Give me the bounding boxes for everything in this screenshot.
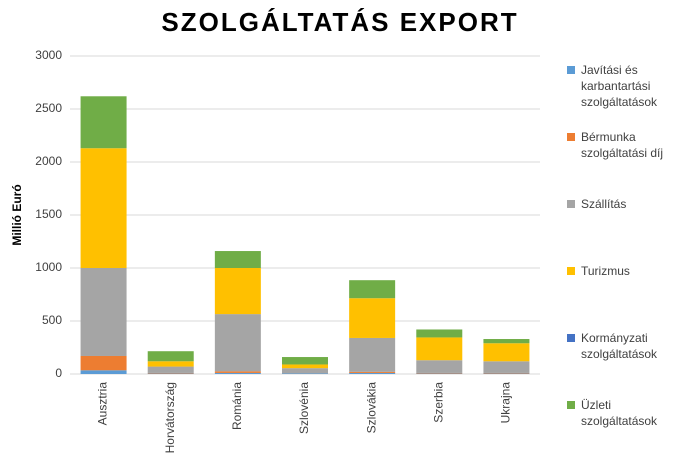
legend-label: Javítási és karbantartási szolgáltatások	[581, 63, 658, 109]
bar-segment	[416, 373, 463, 374]
bar-segment	[214, 371, 261, 373]
bar-segment	[349, 372, 396, 374]
bar-segment	[282, 357, 328, 365]
legend-swatch	[567, 334, 575, 342]
bar-segment	[147, 366, 194, 373]
bar-segment	[282, 368, 328, 374]
bar-segment	[80, 370, 127, 374]
y-tick-label: 1000	[35, 260, 62, 274]
bar-segment	[214, 372, 261, 374]
legend-entry: Üzleti szolgáltatások	[567, 397, 679, 429]
bar-segment	[282, 364, 328, 369]
legend-entry: Bérmunka szolgáltatási díj	[567, 129, 679, 161]
x-tick-label: Románia	[230, 382, 244, 430]
legend-swatch	[567, 66, 575, 74]
bar-segment	[416, 337, 463, 361]
y-tick-label: 2000	[35, 154, 62, 168]
x-tick-label: Szlovénia	[297, 382, 311, 434]
legend-entry: Turizmus	[567, 263, 679, 279]
bar-segment	[147, 351, 194, 362]
legend-label: Szállítás	[581, 197, 627, 211]
legend-label: Bérmunka szolgáltatási díj	[581, 130, 664, 160]
bar-segment	[483, 373, 530, 374]
bar-segment	[416, 329, 463, 338]
legend-label: Turizmus	[581, 264, 630, 278]
y-tick-label: 3000	[35, 48, 62, 62]
y-axis-label: Millió Euró	[10, 184, 24, 245]
x-tick-label: Ausztria	[96, 382, 110, 426]
y-tick-label: 1500	[35, 207, 62, 221]
legend-entry: Szállítás	[567, 196, 679, 212]
bar-segment	[483, 343, 530, 362]
bar-segment	[349, 371, 396, 373]
bar-segment	[147, 373, 194, 374]
bar-segment	[349, 298, 396, 338]
legend-entry: Kormányzati szolgáltatások	[567, 330, 679, 362]
bar-segment	[282, 373, 328, 374]
bar-segment	[214, 314, 261, 372]
legend-label: Kormányzati szolgáltatások	[581, 331, 658, 361]
bar-segment	[80, 148, 127, 268]
y-tick-label: 500	[42, 313, 62, 327]
y-tick-label: 0	[55, 366, 62, 380]
legend-swatch	[567, 133, 575, 141]
bar-segment	[483, 339, 530, 344]
bar-segment	[349, 337, 396, 372]
x-tick-label: Horvátország	[163, 382, 177, 453]
bar-segment	[483, 372, 530, 374]
legend-swatch	[567, 401, 575, 409]
legend-swatch	[567, 200, 575, 208]
x-tick-label: Szlovákia	[364, 382, 378, 434]
bar-segment	[416, 360, 463, 373]
bar-segment	[416, 372, 463, 374]
bar-segment	[147, 372, 194, 374]
legend-swatch	[567, 267, 575, 275]
legend-entry: Javítási és karbantartási szolgáltatások	[567, 62, 679, 110]
bar-segment	[80, 268, 127, 356]
bar-segment	[214, 251, 261, 268]
bar-segment	[80, 355, 127, 371]
y-tick-label: 2500	[35, 101, 62, 115]
legend-label: Üzleti szolgáltatások	[581, 398, 658, 428]
x-tick-label: Ukrajna	[499, 382, 513, 424]
bar-segment	[483, 361, 530, 373]
bar-segment	[349, 280, 396, 299]
chart-title: SZOLGÁLTATÁS EXPORT	[161, 7, 518, 37]
bar-segment	[147, 361, 194, 367]
bar-segment	[214, 268, 261, 315]
bar-segment	[80, 96, 127, 149]
x-tick-label: Szerbia	[431, 382, 445, 423]
